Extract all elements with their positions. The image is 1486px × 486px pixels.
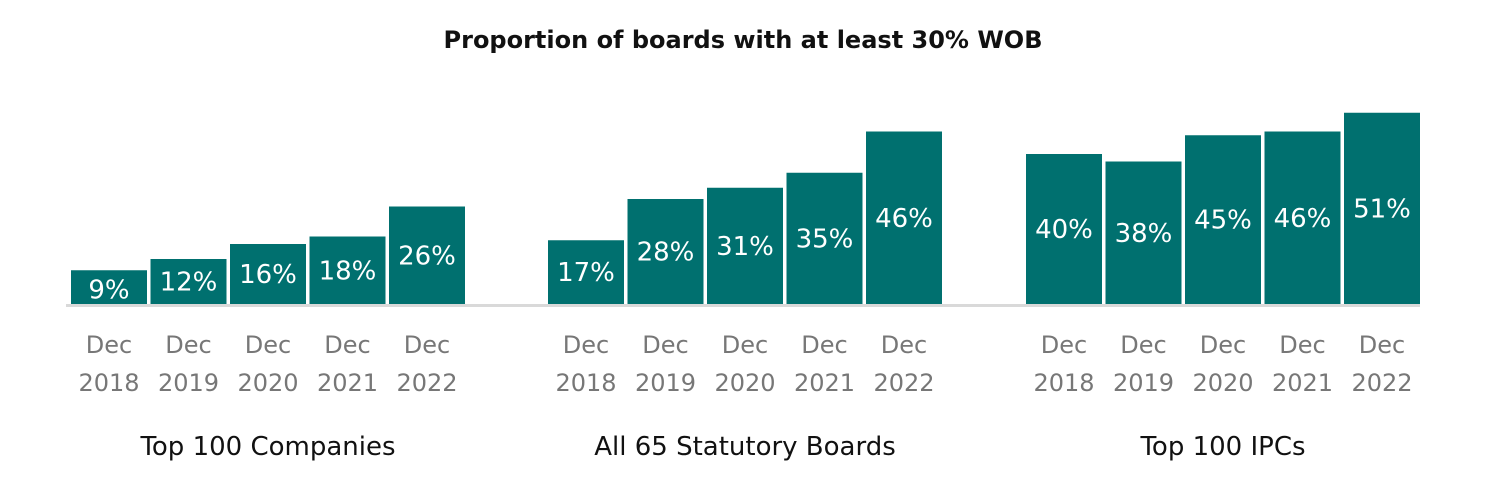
x-tick-label-year: 2018 bbox=[555, 369, 616, 397]
x-tick-label-month: Dec bbox=[165, 331, 211, 359]
bar-value-label: 12% bbox=[160, 268, 218, 298]
x-tick-label-year: 2019 bbox=[158, 369, 219, 397]
bar bbox=[389, 206, 465, 304]
x-tick-label-year: 2021 bbox=[1272, 369, 1333, 397]
x-tick-label-month: Dec bbox=[1359, 331, 1405, 359]
x-tick-label-year: 2019 bbox=[1113, 369, 1174, 397]
bar bbox=[866, 131, 942, 304]
bar bbox=[548, 240, 624, 304]
bar-value-label: 16% bbox=[239, 260, 297, 290]
group-label: Top 100 Companies bbox=[139, 432, 395, 462]
group-label: Top 100 IPCs bbox=[1139, 432, 1305, 462]
x-tick-label-month: Dec bbox=[1279, 331, 1325, 359]
bar-value-label: 46% bbox=[1274, 204, 1332, 234]
bar-value-label: 46% bbox=[875, 204, 933, 234]
bar-value-label: 26% bbox=[398, 241, 456, 271]
bar-value-label: 38% bbox=[1115, 219, 1173, 249]
bar bbox=[1105, 161, 1182, 304]
x-tick-label-month: Dec bbox=[801, 331, 847, 359]
bar-value-label: 35% bbox=[796, 224, 854, 254]
bar bbox=[71, 270, 147, 304]
group-label: All 65 Statutory Boards bbox=[594, 432, 896, 462]
bar bbox=[786, 172, 863, 304]
x-tick-label-month: Dec bbox=[245, 331, 291, 359]
x-tick-label-year: 2020 bbox=[714, 369, 775, 397]
bar bbox=[1264, 131, 1341, 304]
x-tick-label-year: 2019 bbox=[635, 369, 696, 397]
x-tick-label-year: 2022 bbox=[1351, 369, 1412, 397]
x-tick-label-month: Dec bbox=[86, 331, 132, 359]
x-tick-label-month: Dec bbox=[722, 331, 768, 359]
chart-title: Proportion of boards with at least 30% W… bbox=[443, 26, 1043, 54]
bar bbox=[1344, 112, 1420, 304]
x-tick-label-month: Dec bbox=[563, 331, 609, 359]
x-tick-label-month: Dec bbox=[1200, 331, 1246, 359]
x-tick-label-month: Dec bbox=[642, 331, 688, 359]
bar-value-label: 40% bbox=[1035, 215, 1093, 245]
bar bbox=[150, 259, 227, 304]
x-tick-label-year: 2021 bbox=[317, 369, 378, 397]
bar-value-label: 17% bbox=[557, 258, 615, 288]
x-tick-label-year: 2021 bbox=[794, 369, 855, 397]
bar bbox=[1026, 154, 1102, 304]
x-tick-label-month: Dec bbox=[324, 331, 370, 359]
x-tick-label-year: 2022 bbox=[873, 369, 934, 397]
bar-value-label: 45% bbox=[1194, 206, 1252, 236]
bar-value-label: 28% bbox=[637, 238, 695, 268]
x-tick-label-month: Dec bbox=[881, 331, 927, 359]
x-tick-label-year: 2022 bbox=[396, 369, 457, 397]
bar-value-label: 18% bbox=[319, 256, 377, 286]
bar-value-label: 9% bbox=[88, 275, 129, 305]
bar bbox=[309, 236, 386, 304]
x-tick-label-month: Dec bbox=[1041, 331, 1087, 359]
bar-value-label: 51% bbox=[1353, 194, 1411, 224]
x-tick-label-year: 2018 bbox=[78, 369, 139, 397]
bar bbox=[627, 199, 704, 304]
x-tick-label-month: Dec bbox=[404, 331, 450, 359]
bar bbox=[707, 187, 783, 304]
bar bbox=[1185, 135, 1261, 304]
x-tick-label-year: 2018 bbox=[1033, 369, 1094, 397]
x-tick-label-year: 2020 bbox=[1192, 369, 1253, 397]
bar-value-label: 31% bbox=[716, 232, 774, 262]
x-tick-label-year: 2020 bbox=[237, 369, 298, 397]
x-tick-label-month: Dec bbox=[1120, 331, 1166, 359]
bar bbox=[230, 244, 306, 304]
